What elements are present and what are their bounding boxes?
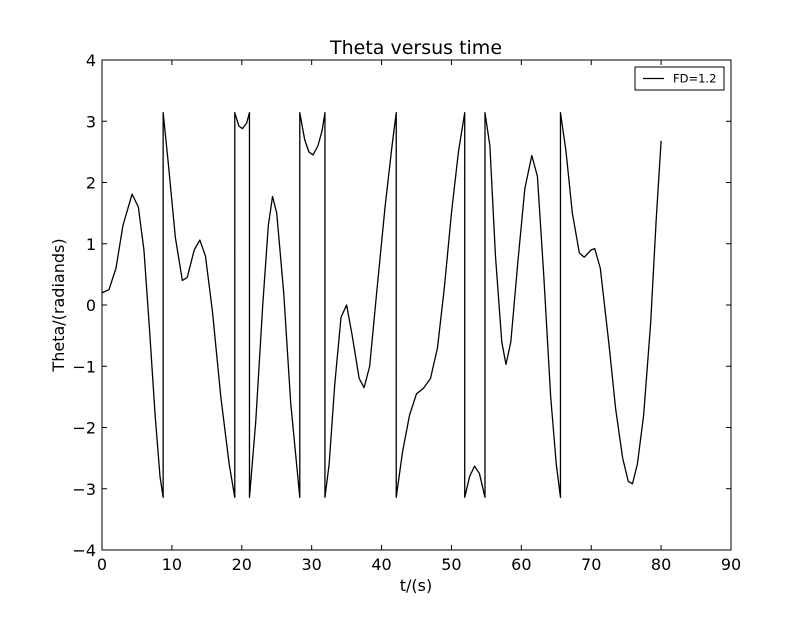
legend-box [634, 66, 725, 91]
x-tick-label: 40 [371, 555, 391, 574]
x-tick-label: 70 [581, 555, 601, 574]
y-tick-label: 4 [86, 51, 96, 70]
y-axis-label: Theta/(radiands) [49, 238, 68, 372]
y-tick-label: −2 [72, 419, 96, 438]
x-tick-label: 0 [97, 555, 107, 574]
y-tick-label: 1 [86, 235, 96, 254]
plot-frame [101, 59, 732, 551]
chart-title: Theta versus time [329, 37, 502, 59]
series-layer [102, 112, 662, 498]
y-tick-label: 3 [86, 112, 96, 131]
y-tick-label: −3 [72, 480, 96, 499]
y-tick-label: 0 [86, 296, 96, 315]
x-tick-label: 50 [441, 555, 461, 574]
x-tick-label: 30 [301, 555, 321, 574]
x-tick-label: 80 [651, 555, 671, 574]
x-tick-label: 20 [232, 555, 252, 574]
x-tick-label: 60 [511, 555, 531, 574]
legend-label: FD=1.2 [673, 72, 716, 86]
x-axis-label: t/(s) [400, 576, 432, 595]
y-tick-label: −1 [72, 357, 96, 376]
plot-area [102, 60, 731, 550]
x-tick-label: 90 [721, 555, 741, 574]
y-tick-label: 2 [86, 174, 96, 193]
series-line [102, 112, 662, 498]
x-tick-label: 10 [162, 555, 182, 574]
legend: FD=1.2 [634, 66, 725, 91]
y-tick-label: −4 [72, 541, 96, 560]
